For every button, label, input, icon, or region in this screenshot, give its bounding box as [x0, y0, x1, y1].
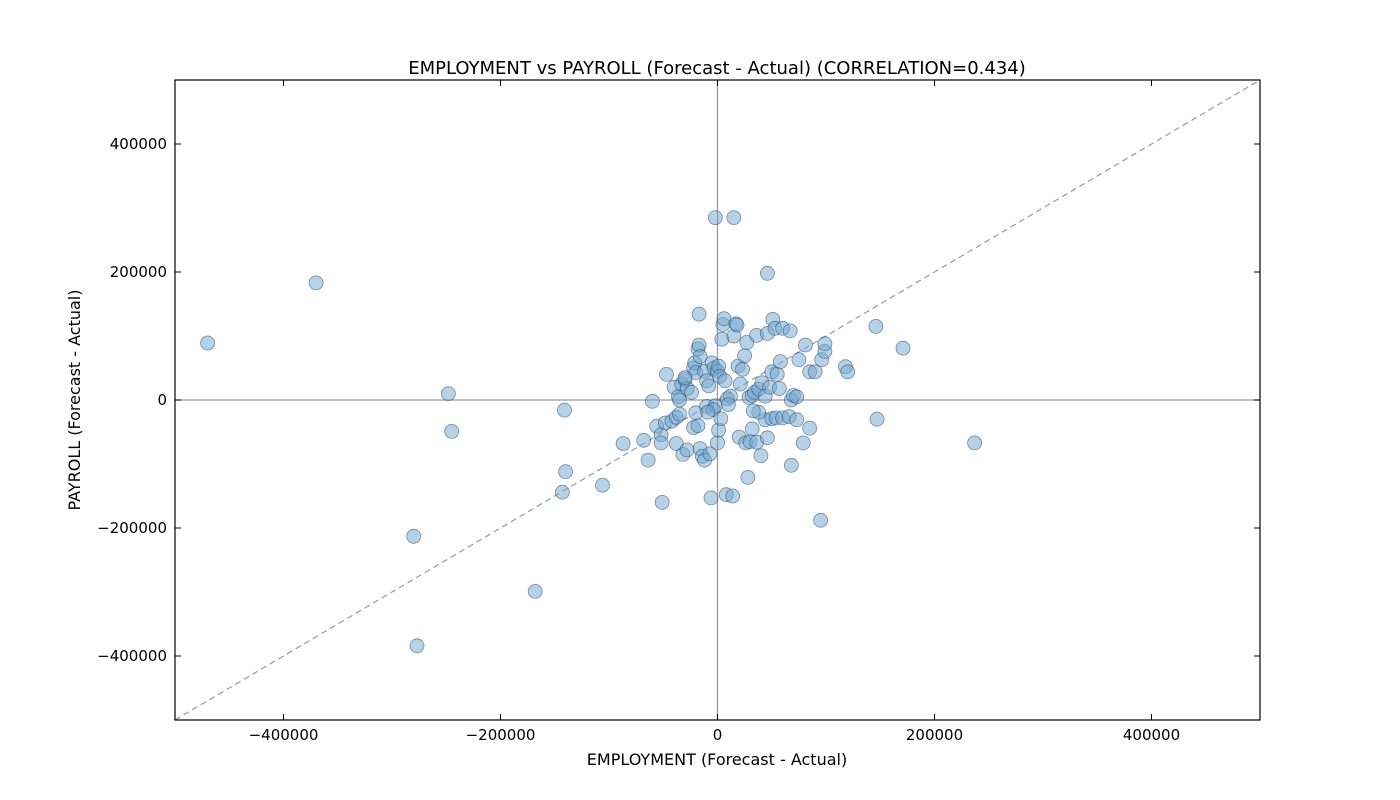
- data-point: [440, 386, 456, 402]
- data-point: [668, 436, 684, 451]
- data-point: [773, 354, 788, 370]
- data-point: [744, 421, 760, 437]
- data-point: [654, 494, 670, 510]
- y-tick-label: 400000: [110, 135, 167, 153]
- y-tick-labels: −400000 −200000 0 200000 400000: [97, 135, 167, 665]
- data-point: [701, 378, 717, 394]
- data-point: [640, 452, 656, 468]
- data-point: [795, 435, 811, 451]
- data-point: [703, 490, 719, 506]
- data-point: [802, 420, 818, 436]
- x-tick-labels: −400000 −200000 0 200000 400000: [249, 726, 1181, 744]
- data-point: [840, 364, 856, 380]
- data-point: [791, 352, 807, 368]
- data-point: [691, 306, 707, 322]
- data-point: [677, 370, 693, 386]
- data-point: [807, 364, 823, 380]
- data-point: [782, 323, 798, 339]
- data-point: [690, 418, 706, 434]
- data-point: [672, 392, 687, 408]
- data-point: [636, 432, 652, 448]
- data-point: [444, 423, 460, 439]
- data-point: [645, 393, 660, 409]
- data-point: [702, 446, 718, 462]
- data-point: [771, 381, 787, 396]
- y-tick-label: −400000: [97, 647, 167, 665]
- data-point: [895, 340, 911, 356]
- data-point: [692, 349, 708, 364]
- plot-area: [174, 79, 1261, 721]
- data-point: [308, 275, 324, 291]
- y-tick-label: −200000: [97, 519, 167, 537]
- data-point: [789, 412, 805, 428]
- data-point: [557, 402, 572, 418]
- data-point: [527, 584, 543, 599]
- plot-frame: [174, 79, 1261, 721]
- data-point: [753, 448, 769, 464]
- data-point: [868, 318, 884, 334]
- axis-ticks: [175, 80, 1260, 720]
- data-point: [659, 366, 674, 382]
- data-point: [783, 457, 799, 473]
- data-point: [707, 210, 723, 226]
- data-point: [672, 406, 687, 422]
- x-tick-label: −400000: [249, 726, 319, 744]
- data-point: [554, 484, 570, 500]
- data-point: [726, 210, 742, 226]
- scatter-points: [200, 210, 982, 654]
- data-point: [737, 348, 752, 364]
- data-point: [653, 435, 669, 451]
- data-point: [725, 488, 741, 504]
- x-tick-label: −200000: [466, 726, 536, 744]
- x-axis-title: EMPLOYMENT (Forecast - Actual): [587, 750, 847, 769]
- data-point: [798, 337, 813, 353]
- data-point: [760, 430, 775, 446]
- data-point: [817, 336, 833, 352]
- data-point: [729, 317, 745, 333]
- data-point: [760, 265, 775, 281]
- x-tick-label: 400000: [1123, 726, 1180, 744]
- data-point: [679, 442, 695, 458]
- data-point: [595, 477, 610, 493]
- data-point: [558, 464, 573, 480]
- data-point: [409, 638, 425, 654]
- data-point: [813, 512, 828, 528]
- data-point: [700, 404, 716, 420]
- data-point: [406, 528, 422, 544]
- chart-title: EMPLOYMENT vs PAYROLL (Forecast - Actual…: [408, 58, 1026, 79]
- data-point: [721, 397, 736, 412]
- data-point: [615, 436, 631, 451]
- data-point: [732, 376, 748, 392]
- data-point: [684, 384, 699, 400]
- data-point: [717, 373, 733, 389]
- data-point: [735, 361, 750, 377]
- data-point: [967, 435, 982, 451]
- y-axis-title: PAYROLL (Forecast - Actual): [65, 290, 84, 511]
- data-point: [740, 469, 756, 485]
- data-point: [869, 411, 885, 427]
- data-point: [769, 366, 785, 382]
- data-point: [789, 389, 805, 405]
- y-tick-label: 200000: [110, 263, 167, 281]
- data-point: [745, 403, 761, 419]
- data-point: [713, 411, 729, 427]
- data-point: [710, 435, 725, 451]
- data-point: [200, 335, 216, 351]
- y-tick-label: 0: [157, 391, 167, 409]
- x-tick-label: 0: [713, 726, 723, 744]
- x-tick-label: 200000: [906, 726, 963, 744]
